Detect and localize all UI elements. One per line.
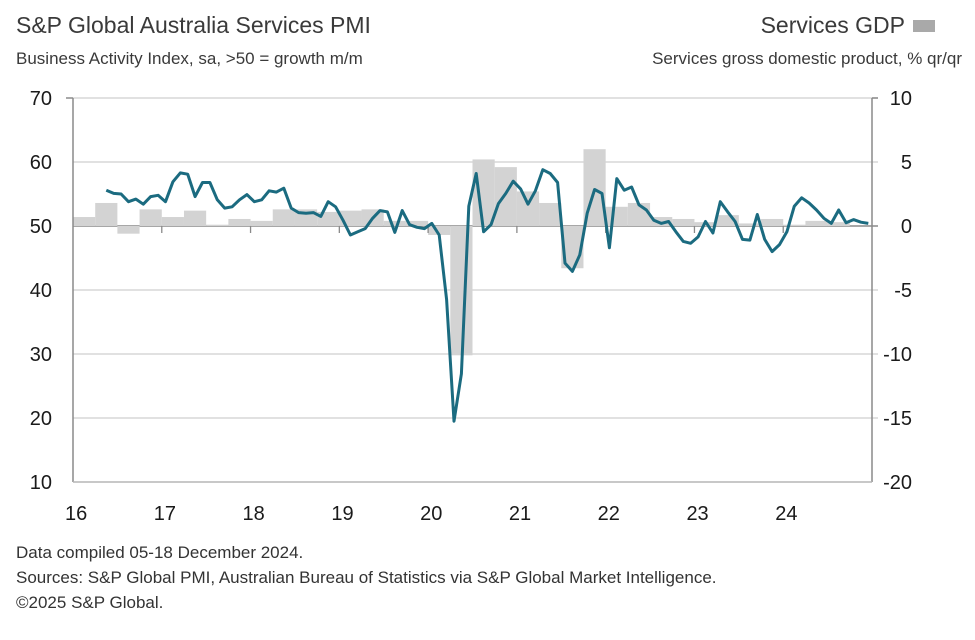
x-tick-label: 24 bbox=[775, 503, 797, 525]
legend-gdp-label: Services GDP bbox=[761, 12, 905, 38]
footer-copyright: ©2025 S&P Global. bbox=[16, 593, 164, 612]
gdp-bar bbox=[206, 224, 229, 226]
gdp-bar bbox=[450, 226, 473, 356]
gdp-bar bbox=[761, 218, 784, 226]
gdp-bar bbox=[228, 218, 251, 226]
footer-data-compiled: Data compiled 05-18 December 2024. bbox=[16, 543, 304, 562]
gdp-bar bbox=[605, 206, 628, 226]
right-tick-label: -15 bbox=[883, 408, 912, 430]
left-tick-label: 70 bbox=[30, 88, 52, 110]
gdp-bar bbox=[428, 226, 451, 235]
gdp-bar bbox=[650, 217, 673, 226]
gdp-bar bbox=[738, 223, 762, 226]
right-tick-label: -10 bbox=[883, 344, 912, 366]
left-tick-label: 20 bbox=[30, 408, 52, 430]
left-tick-label: 10 bbox=[30, 472, 52, 494]
footer-sources: Sources: S&P Global PMI, Australian Bure… bbox=[16, 568, 717, 587]
x-tick-label: 16 bbox=[65, 503, 87, 525]
gdp-bar bbox=[139, 209, 162, 226]
x-tick-label: 22 bbox=[598, 503, 620, 525]
x-tick-label: 19 bbox=[331, 503, 353, 525]
right-tick-label: 10 bbox=[890, 88, 912, 110]
x-tick-label: 17 bbox=[154, 503, 176, 525]
x-tick-label: 23 bbox=[686, 503, 708, 525]
gdp-bar bbox=[494, 167, 517, 226]
gdp-bar bbox=[672, 218, 695, 226]
x-tick-label: 21 bbox=[509, 503, 531, 525]
gdp-bar bbox=[95, 202, 118, 226]
gdp-bar bbox=[272, 209, 295, 226]
gdp-bar bbox=[539, 202, 562, 226]
gdp-bar bbox=[183, 210, 207, 226]
x-tick-label: 18 bbox=[243, 503, 265, 525]
right-tick-label: 0 bbox=[901, 216, 912, 238]
legend-gdp-swatch bbox=[913, 20, 935, 32]
gdp-bar bbox=[783, 224, 806, 226]
gdp-bar bbox=[73, 217, 96, 226]
gdp-bar bbox=[716, 215, 739, 226]
right-axis-subtitle: Services gross domestic product, % qr/qr bbox=[652, 49, 962, 68]
right-tick-label: -5 bbox=[894, 280, 912, 302]
gdp-bar bbox=[472, 159, 495, 226]
gdp-bar bbox=[161, 217, 184, 226]
left-tick-label: 30 bbox=[30, 344, 52, 366]
x-tick-label: 20 bbox=[420, 503, 442, 525]
chart-subtitle: Business Activity Index, sa, >50 = growt… bbox=[16, 49, 363, 68]
gdp-bar bbox=[383, 220, 406, 226]
gdp-bar bbox=[117, 226, 140, 234]
left-tick-label: 50 bbox=[30, 216, 52, 238]
right-tick-label: -20 bbox=[883, 472, 912, 494]
left-tick-label: 60 bbox=[30, 152, 52, 174]
chart-title: S&P Global Australia Services PMI bbox=[16, 12, 371, 38]
gdp-bar bbox=[250, 220, 273, 226]
gdp-bar bbox=[516, 191, 540, 226]
left-tick-label: 40 bbox=[30, 280, 52, 302]
gdp-bar bbox=[805, 220, 828, 226]
right-tick-label: 5 bbox=[901, 152, 912, 174]
gdp-bar bbox=[827, 222, 850, 226]
pmi-line bbox=[105, 168, 869, 423]
gdp-bar bbox=[405, 220, 429, 226]
